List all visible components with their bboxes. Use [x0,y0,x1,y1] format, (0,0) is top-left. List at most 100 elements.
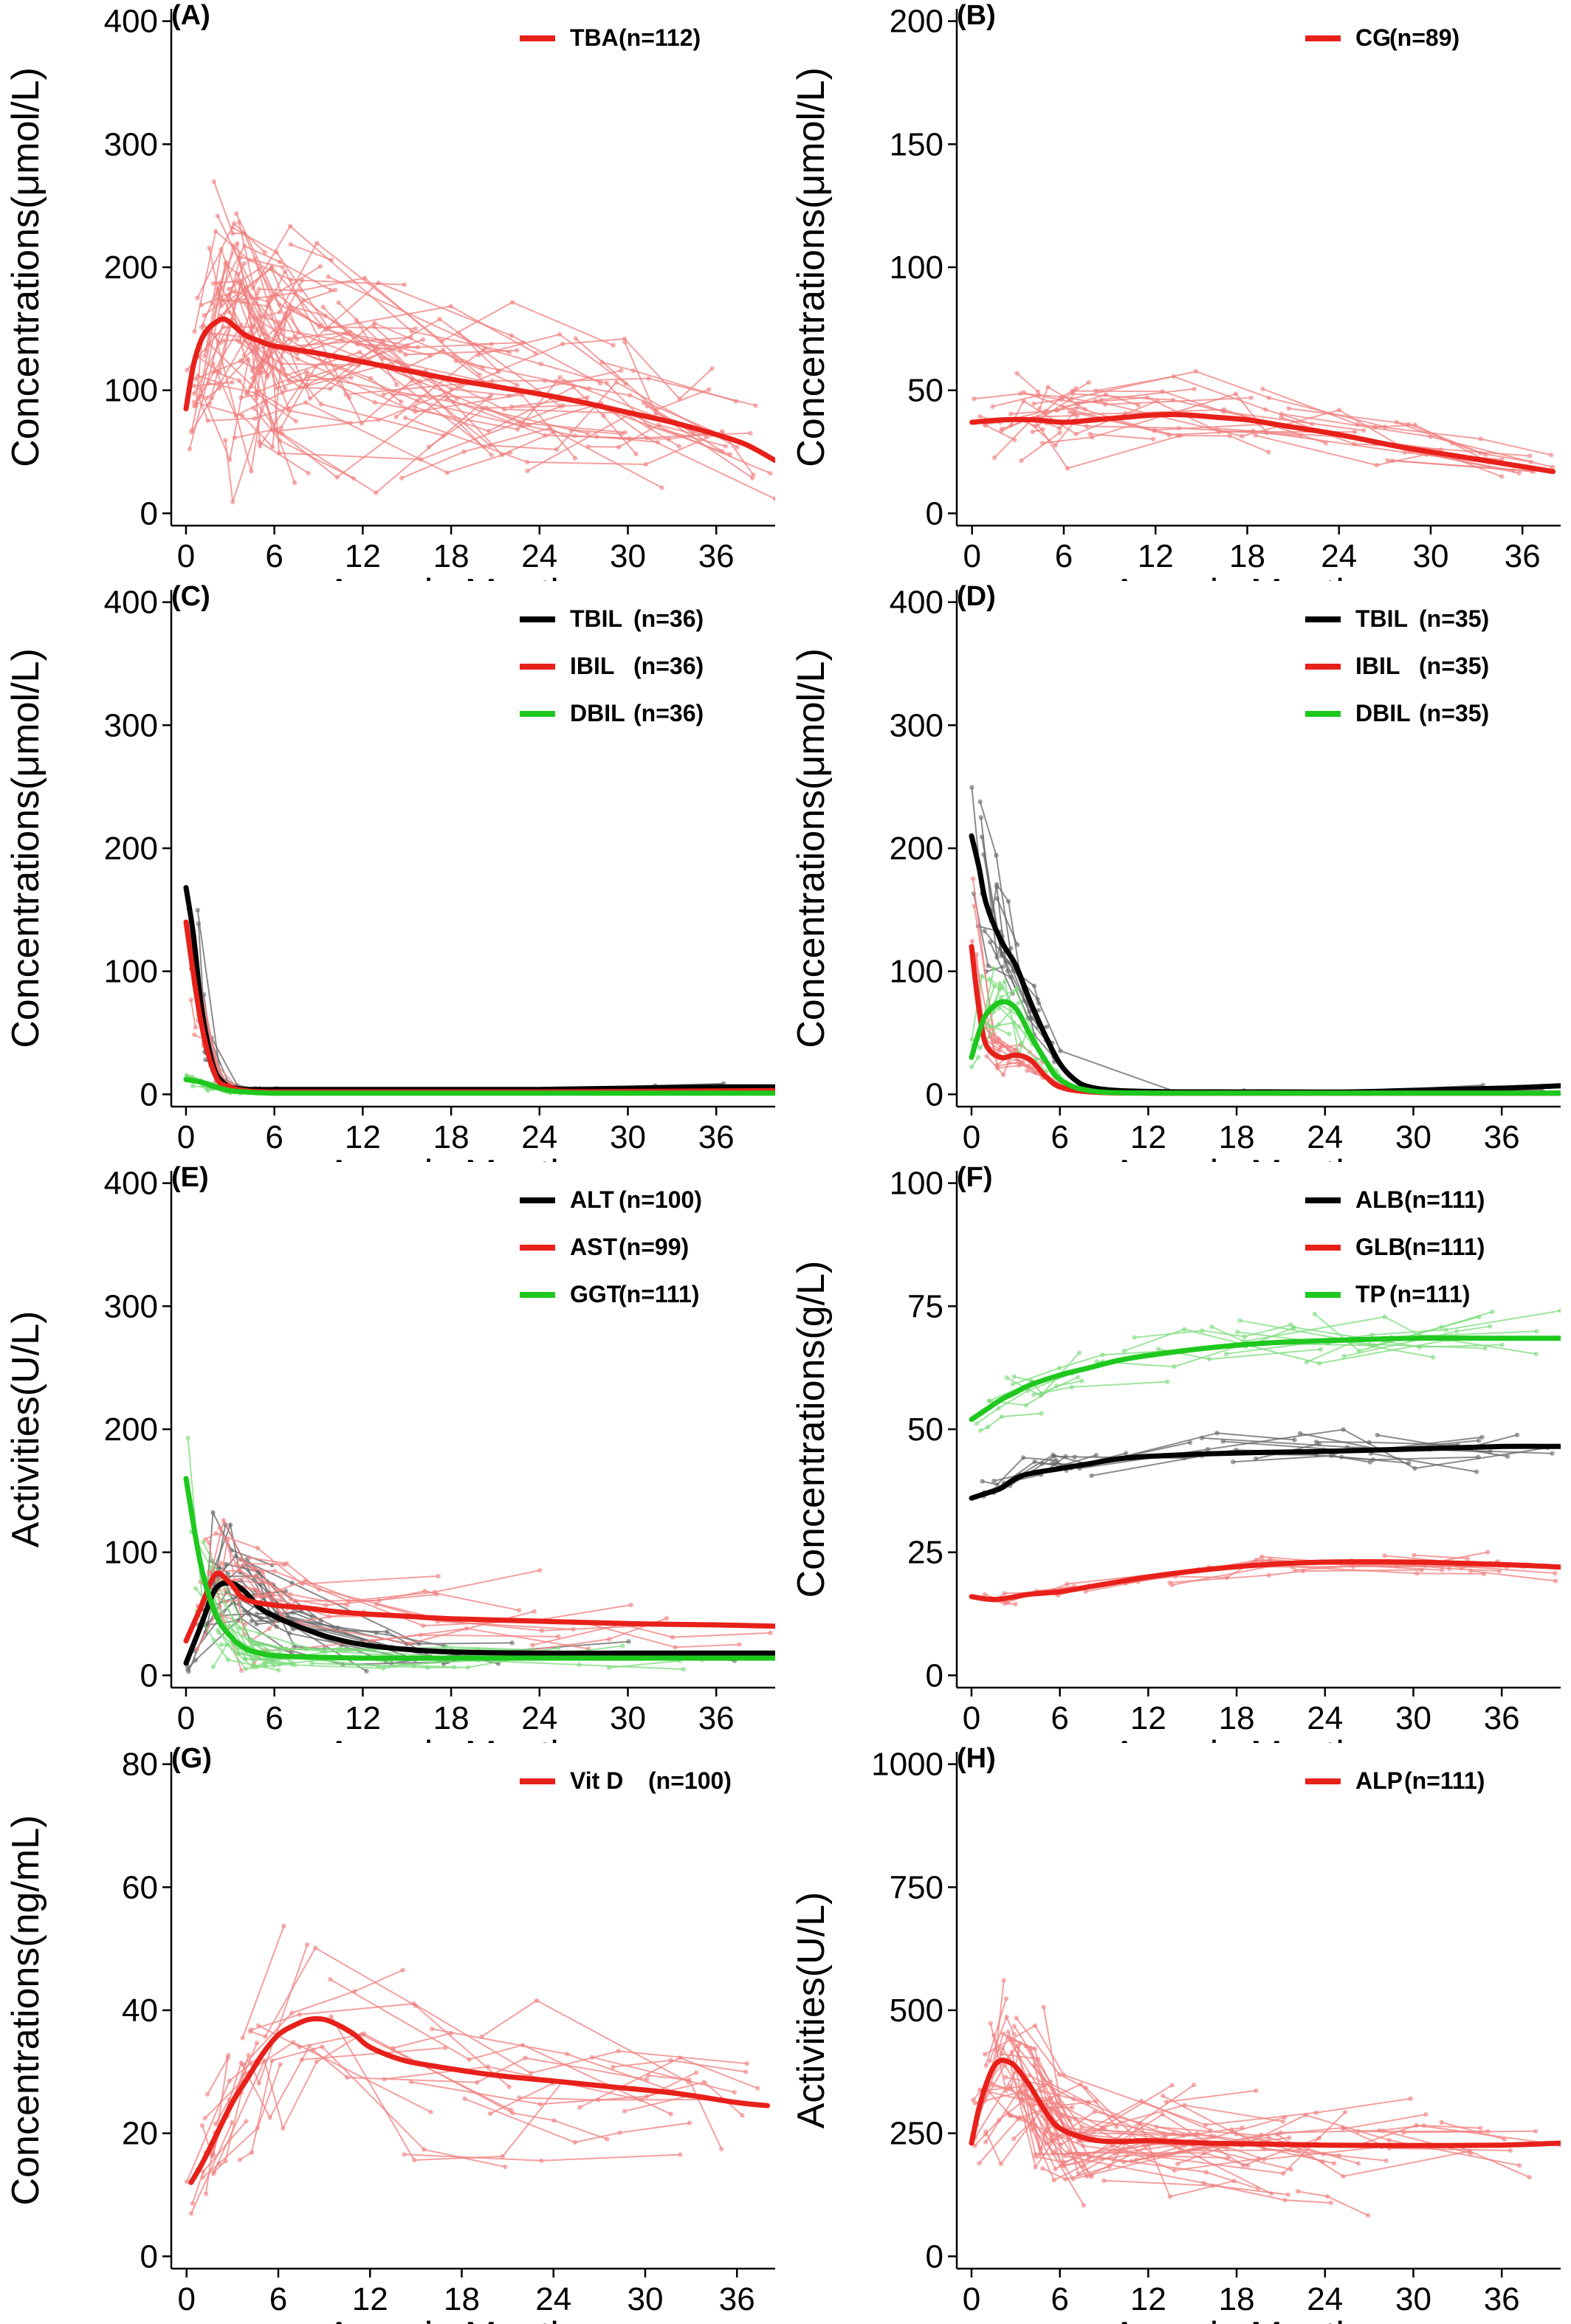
trajectory-point [1297,1431,1303,1436]
panel-label: (G) [171,1743,212,1774]
trend-line-alp [969,2057,1561,2148]
legend-n: (n=36) [633,605,704,632]
trajectory-point [238,358,243,364]
trajectory-point [193,1586,199,1591]
trajectory-point [1285,2192,1291,2197]
trajectory-point [1160,2111,1165,2117]
trajectory-line [985,424,1015,441]
trajectory-point [1499,474,1505,479]
trajectory-point [1490,1309,1495,1314]
trajectory-point [986,963,991,969]
trajectory-point [199,2122,205,2128]
trajectory-point [206,381,211,386]
x-tick-label: 18 [433,538,470,574]
trajectory-point [289,2010,295,2015]
trajectory-line [571,429,622,435]
trajectory-point [1382,1314,1387,1319]
trajectory-point [461,449,467,454]
trajectory-point [188,997,193,1003]
trajectory-point [999,426,1005,432]
x-tick-label: 36 [1484,1119,1520,1155]
trajectory-point [983,2131,989,2137]
trajectory-point [250,324,255,329]
trend-line-tba [183,316,775,464]
trajectory-point [1057,426,1062,431]
trajectory-point [1209,1324,1214,1330]
trajectory-point [1114,2124,1119,2130]
trajectory-point [382,2077,387,2082]
trajectory-point [1338,1454,1344,1460]
trajectory-line [205,2041,432,2194]
trajectory-point [1067,409,1073,414]
trajectory-point [439,338,444,344]
x-axis-label: Ages in Months [1112,1152,1376,1162]
trajectory-point [1446,1566,1452,1572]
trajectory-point [225,1571,231,1576]
trajectory-point [972,396,977,402]
trajectory-point [1282,2197,1288,2203]
trajectory-point [295,356,300,362]
legend-n: (n=111) [1404,1767,1485,1794]
trajectory-point [219,303,224,309]
trajectory-point [1193,368,1198,374]
chart-panel: 0 100 200 300 400 0 6 12 18 24 30 36 Ages in Months A… [0,1162,786,1743]
legend-n: (n=100) [619,1186,702,1213]
trajectory-point [1005,2029,1011,2035]
y-tick-label: 300 [104,707,158,743]
trajectory-point [1032,2122,1038,2128]
trajectory-line [983,1021,1010,1035]
trajectory-point [226,2052,231,2057]
trajectory-point [1228,2127,1234,2133]
trajectory-point [1316,2135,1322,2141]
trajectory-line [258,2024,608,2140]
y-tick-label: 0 [926,1076,943,1113]
trajectory-point [678,2152,683,2157]
y-tick-label: 200 [104,250,158,286]
trajectory-point [999,1414,1005,1420]
trajectory-point [1065,1581,1070,1586]
trajectory-point [990,404,995,409]
legend-n: (n=112) [619,24,701,51]
trajectory-point [620,1643,625,1649]
trajectory-line [1154,424,1260,431]
trajectory-point [190,1084,196,1089]
trajectory-point [613,379,619,385]
trajectory-point [534,1998,540,2003]
trajectory-point [189,430,194,435]
trajectory-point [226,286,232,292]
trajectory-point [288,277,294,283]
trajectory-point [1261,2146,1266,2151]
trajectory-point [994,896,1000,901]
chart-panel: 0 100 200 300 400 0 6 12 18 24 30 36 Ages in Months C… [0,0,786,581]
trajectory-point [606,1637,612,1642]
trajectory-line [300,282,601,385]
trajectory-point [348,375,354,380]
trajectory-point [204,395,210,401]
trajectory-line [330,2015,564,2162]
trajectory-point [1207,1356,1212,1362]
x-axis-label: Ages in Months [326,1152,591,1162]
legend-n: (n=35) [1419,700,1489,726]
trajectory-point [1320,2159,1325,2165]
x-tick-label: 6 [1055,538,1073,574]
trajectory-point [420,337,426,343]
trajectory-point [209,396,215,401]
trajectory-line [1387,459,1534,472]
trajectory-point [1020,1455,1026,1460]
trajectory-point [1372,1343,1377,1348]
trajectory-line [255,338,576,459]
trajectory-point [232,1622,238,1627]
trajectory-point [1227,433,1232,439]
trajectory-point [1043,408,1048,413]
trajectory-line [393,393,490,399]
trajectory-point [249,2150,255,2155]
y-tick-label: 100 [104,1535,158,1571]
trajectory-point [201,1539,206,1545]
trajectory-point [1044,1024,1050,1029]
chart-panel: 0 250 500 750 1000 0 6 12 18 24 30 36 Ages in Months… [786,1743,1571,2324]
x-tick-label: 6 [265,538,283,574]
y-tick-label: 300 [104,126,158,162]
trajectory-line [980,1412,1042,1431]
trajectory-point [983,422,988,428]
y-tick-label: 100 [890,250,943,286]
